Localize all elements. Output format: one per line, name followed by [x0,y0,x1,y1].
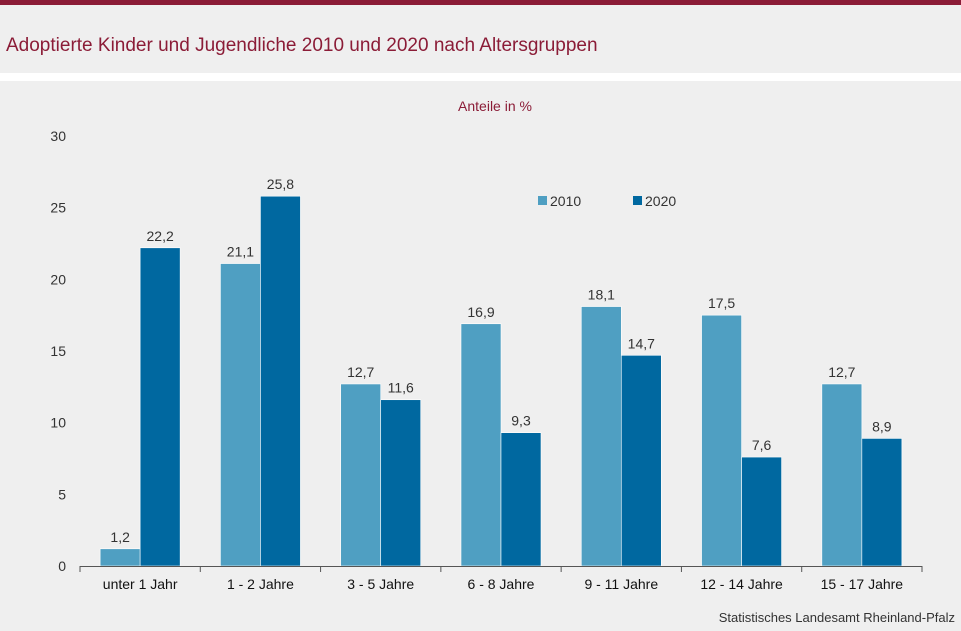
legend-label-2020: 2020 [645,193,676,209]
y-tick-label: 25 [50,200,66,216]
y-tick-label: 30 [50,128,66,144]
data-label: 7,6 [752,437,772,453]
legend-label-2010: 2010 [550,193,581,209]
data-label: 17,5 [708,295,735,311]
category-label: 6 - 8 Jahre [468,576,535,592]
bar-2020-5 [741,456,782,567]
legend-swatch-2010 [538,196,547,205]
y-tick-label: 0 [58,558,66,574]
bar-2020-1 [260,195,301,567]
data-label: 11,6 [388,380,414,396]
category-label: 3 - 5 Jahre [347,576,414,592]
bar-2010-5 [701,314,742,567]
data-label: 18,1 [588,287,615,303]
y-tick-label: 15 [50,343,66,359]
header-separator [0,73,961,81]
data-label: 14,7 [628,335,655,351]
y-tick-label: 10 [50,415,66,431]
data-label: 21,1 [227,244,254,260]
data-label: 8,9 [872,418,892,434]
top-accent-bar [0,0,961,5]
category-label: 9 - 11 Jahre [584,576,658,592]
category-label: 15 - 17 Jahre [821,576,904,592]
bar-2010-6 [821,383,863,567]
source-note: Statistisches Landesamt Rheinland-Pfalz [718,610,955,625]
bar-2010-3 [460,323,502,567]
bar-2010-2 [340,383,382,567]
bar-2020-6 [861,438,903,567]
bar-2020-0 [139,247,181,567]
y-tick-label: 5 [58,486,66,502]
bar-2020-4 [620,354,662,567]
legend-swatch-2020 [633,196,642,205]
chart-title: Adoptierte Kinder und Jugendliche 2010 u… [6,35,598,56]
bar-2010-4 [580,306,622,567]
bar-2010-0 [99,548,141,567]
data-label: 12,7 [828,364,855,380]
category-label: 1 - 2 Jahre [227,576,294,592]
category-label: 12 - 14 Jahre [700,576,783,592]
bar-2020-2 [380,399,422,567]
data-label: 12,7 [347,364,374,380]
data-label: 25,8 [267,176,294,192]
data-label: 22,2 [147,228,174,244]
data-label: 1,2 [110,529,130,545]
data-label: 16,9 [467,304,494,320]
chart-header: Adoptierte Kinder und Jugendliche 2010 u… [0,5,961,73]
bar-2020-3 [500,432,542,567]
category-label: unter 1 Jahr [103,576,178,592]
data-label: 9,3 [511,413,531,429]
y-tick-label: 20 [50,271,66,287]
chart-subtitle: Anteile in % [458,98,532,114]
bar-2010-1 [220,263,261,567]
